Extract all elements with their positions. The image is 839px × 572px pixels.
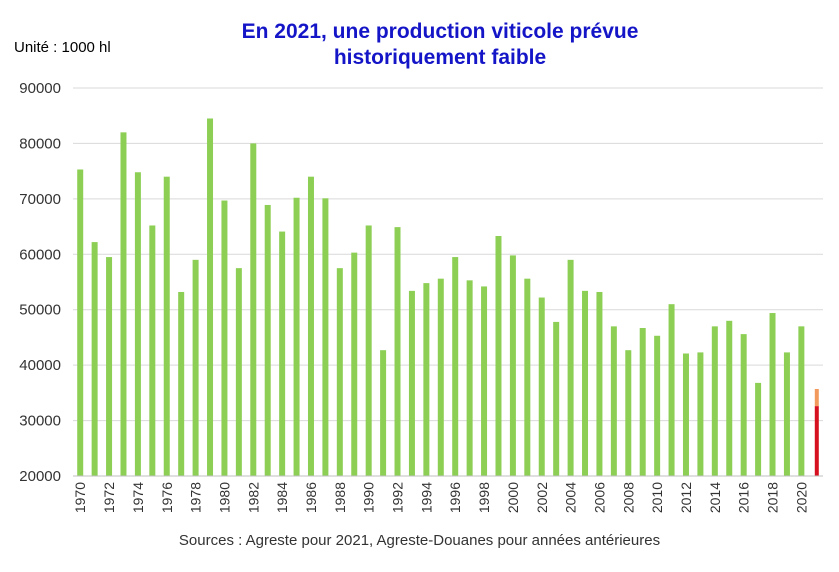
- bar-2014: [711, 326, 718, 476]
- x-tick-label-1984: 1984: [274, 482, 290, 513]
- bar-1974: [134, 172, 141, 476]
- bar-2008: [625, 350, 632, 476]
- x-tick-label-2006: 2006: [591, 482, 607, 513]
- bar-2005: [582, 290, 589, 476]
- bar-1999: [495, 235, 502, 476]
- chart-title-line1: En 2021, une production viticole prévue: [241, 20, 639, 43]
- x-tick-label-1972: 1972: [101, 482, 117, 513]
- y-tick-label-50000: 50000: [19, 302, 61, 319]
- bar-2000: [509, 255, 516, 476]
- x-tick-label-2020: 2020: [793, 482, 809, 513]
- bar-2015: [726, 320, 733, 476]
- bar-2006: [596, 291, 603, 476]
- bar-1975: [149, 225, 156, 476]
- bar-2013: [697, 352, 704, 476]
- x-tick-label-1978: 1978: [188, 482, 204, 513]
- source-note: Sources : Agreste pour 2021, Agreste-Dou…: [178, 532, 661, 549]
- bars: [77, 118, 819, 477]
- x-tick-label-2018: 2018: [765, 482, 781, 513]
- y-tick-label-70000: 70000: [19, 191, 61, 208]
- bar-2011: [668, 304, 675, 476]
- x-axis: 1970 1972 1974 1976 1978 1980 1982 1984 1986 1988…: [72, 475, 823, 513]
- y-tick-label-20000: 20000: [19, 468, 61, 485]
- bar-2020: [798, 326, 805, 476]
- bar-2017: [755, 382, 762, 476]
- bar-1979: [207, 118, 214, 476]
- x-tick-label-1986: 1986: [303, 482, 319, 513]
- bar-1989: [351, 252, 358, 476]
- x-tick-label-1970: 1970: [72, 482, 88, 513]
- bar-1970: [77, 169, 84, 477]
- x-tick-label-2004: 2004: [563, 482, 579, 513]
- bar-1986: [307, 176, 314, 476]
- bar-1997: [466, 280, 473, 476]
- bar-1984: [279, 231, 286, 476]
- bar-1985: [293, 197, 300, 476]
- x-tick-label-2002: 2002: [534, 482, 550, 513]
- bar-2010: [654, 335, 661, 476]
- x-tick-label-1992: 1992: [390, 482, 406, 513]
- x-tick-label-2012: 2012: [678, 482, 694, 513]
- x-tick-label-2008: 2008: [620, 482, 636, 513]
- bar-1992: [394, 227, 401, 476]
- bar-2007: [610, 326, 617, 476]
- gridlines: [73, 87, 823, 422]
- bar-2002: [538, 297, 545, 476]
- bar-1993: [408, 290, 415, 476]
- bar-1982: [250, 143, 257, 476]
- x-tick-label-1998: 1998: [476, 482, 492, 513]
- bar-1998: [481, 286, 488, 476]
- bar-2019: [783, 352, 790, 476]
- x-tick-label-1974: 1974: [130, 482, 146, 513]
- bar-1983: [264, 204, 271, 476]
- x-tick-label-2000: 2000: [505, 482, 521, 513]
- x-tick-label-2010: 2010: [649, 482, 665, 513]
- bar-2018: [769, 313, 776, 476]
- x-tick-label-2014: 2014: [707, 482, 723, 513]
- bar-1990: [365, 225, 372, 476]
- bar-chart: 20000 30000 40000 50000 60000 70000 80000 90000…: [19, 80, 823, 513]
- bar-1987: [322, 198, 329, 476]
- bar-1995: [437, 278, 444, 476]
- chart-title-line2: historiquement faible: [333, 46, 547, 69]
- bar-2001: [524, 278, 531, 476]
- y-tick-label-90000: 90000: [19, 80, 61, 97]
- bar-1988: [336, 268, 343, 476]
- x-tick-label-1988: 1988: [332, 482, 348, 513]
- bar-1994: [423, 283, 430, 476]
- x-tick-label-1994: 1994: [418, 482, 434, 513]
- bar-1980: [221, 200, 228, 476]
- x-tick-label-2016: 2016: [736, 482, 752, 513]
- bar-2012: [682, 353, 689, 476]
- x-tick-label-1982: 1982: [245, 482, 261, 513]
- x-tick-label-1980: 1980: [216, 482, 232, 513]
- y-tick-label-30000: 30000: [19, 413, 61, 430]
- bar-2004: [567, 259, 574, 476]
- x-tick-label-1990: 1990: [361, 482, 377, 513]
- unit-label: Unité : 1000 hl: [14, 39, 111, 56]
- bar-1996: [452, 257, 459, 476]
- bar-1971: [91, 242, 98, 476]
- bar-2021-estimate-low: [814, 406, 819, 476]
- y-axis: 20000 30000 40000 50000 60000 70000 80000 90000: [19, 80, 61, 485]
- bar-1981: [235, 268, 242, 476]
- y-tick-label-60000: 60000: [19, 246, 61, 263]
- bar-1978: [192, 259, 199, 476]
- bar-1977: [178, 291, 185, 476]
- y-tick-label-80000: 80000: [19, 135, 61, 152]
- bar-2003: [553, 321, 560, 476]
- bar-1973: [120, 132, 127, 477]
- y-tick-label-40000: 40000: [19, 357, 61, 374]
- bar-2016: [740, 334, 747, 476]
- bar-1976: [163, 176, 170, 476]
- x-tick-label-1976: 1976: [159, 482, 175, 513]
- bar-1972: [106, 257, 113, 476]
- x-tick-label-1996: 1996: [447, 482, 463, 513]
- bar-2021-estimate-high: [814, 388, 819, 407]
- bar-2009: [639, 328, 646, 476]
- bar-1991: [380, 350, 387, 476]
